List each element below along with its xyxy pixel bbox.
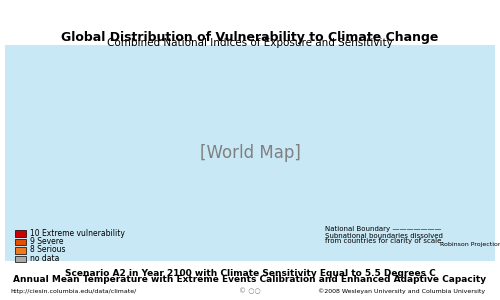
Text: 9 Severe: 9 Severe xyxy=(30,237,64,246)
Text: Robinson Projection: Robinson Projection xyxy=(440,242,500,247)
Text: Combined National Indices of Exposure and Sensitivity: Combined National Indices of Exposure an… xyxy=(107,38,393,49)
Text: http://ciesin.columbia.edu/data/climate/: http://ciesin.columbia.edu/data/climate/ xyxy=(10,289,136,293)
Text: ©2008 Wesleyan University and Columbia University: ©2008 Wesleyan University and Columbia U… xyxy=(318,288,485,294)
Text: Subnational boundaries dissolved: Subnational boundaries dissolved xyxy=(325,232,443,238)
Text: Annual Mean Temperature with Extreme Events Calibration and Enhanced Adaptive Ca: Annual Mean Temperature with Extreme Eve… xyxy=(14,274,486,284)
Text: © ○○: © ○○ xyxy=(239,288,261,294)
Text: Global Distribution of Vulnerability to Climate Change: Global Distribution of Vulnerability to … xyxy=(62,31,438,44)
Text: Scenario A2 in Year 2100 with Climate Sensitivity Equal to 5.5 Degrees C: Scenario A2 in Year 2100 with Climate Se… xyxy=(64,268,436,278)
Text: 10 Extreme vulnerability: 10 Extreme vulnerability xyxy=(30,229,125,238)
Text: no data: no data xyxy=(30,254,60,263)
Text: National Boundary ———————: National Boundary ——————— xyxy=(325,226,442,232)
Text: [World Map]: [World Map] xyxy=(200,144,300,162)
Text: from countries for clarity of scale.: from countries for clarity of scale. xyxy=(325,238,444,244)
Text: 8 Serious: 8 Serious xyxy=(30,245,66,254)
